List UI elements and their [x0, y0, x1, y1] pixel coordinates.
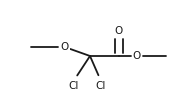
Text: O: O [115, 26, 123, 36]
Text: Cl: Cl [69, 81, 79, 91]
Text: Cl: Cl [96, 81, 106, 91]
Text: O: O [133, 51, 141, 61]
Text: O: O [61, 42, 69, 52]
